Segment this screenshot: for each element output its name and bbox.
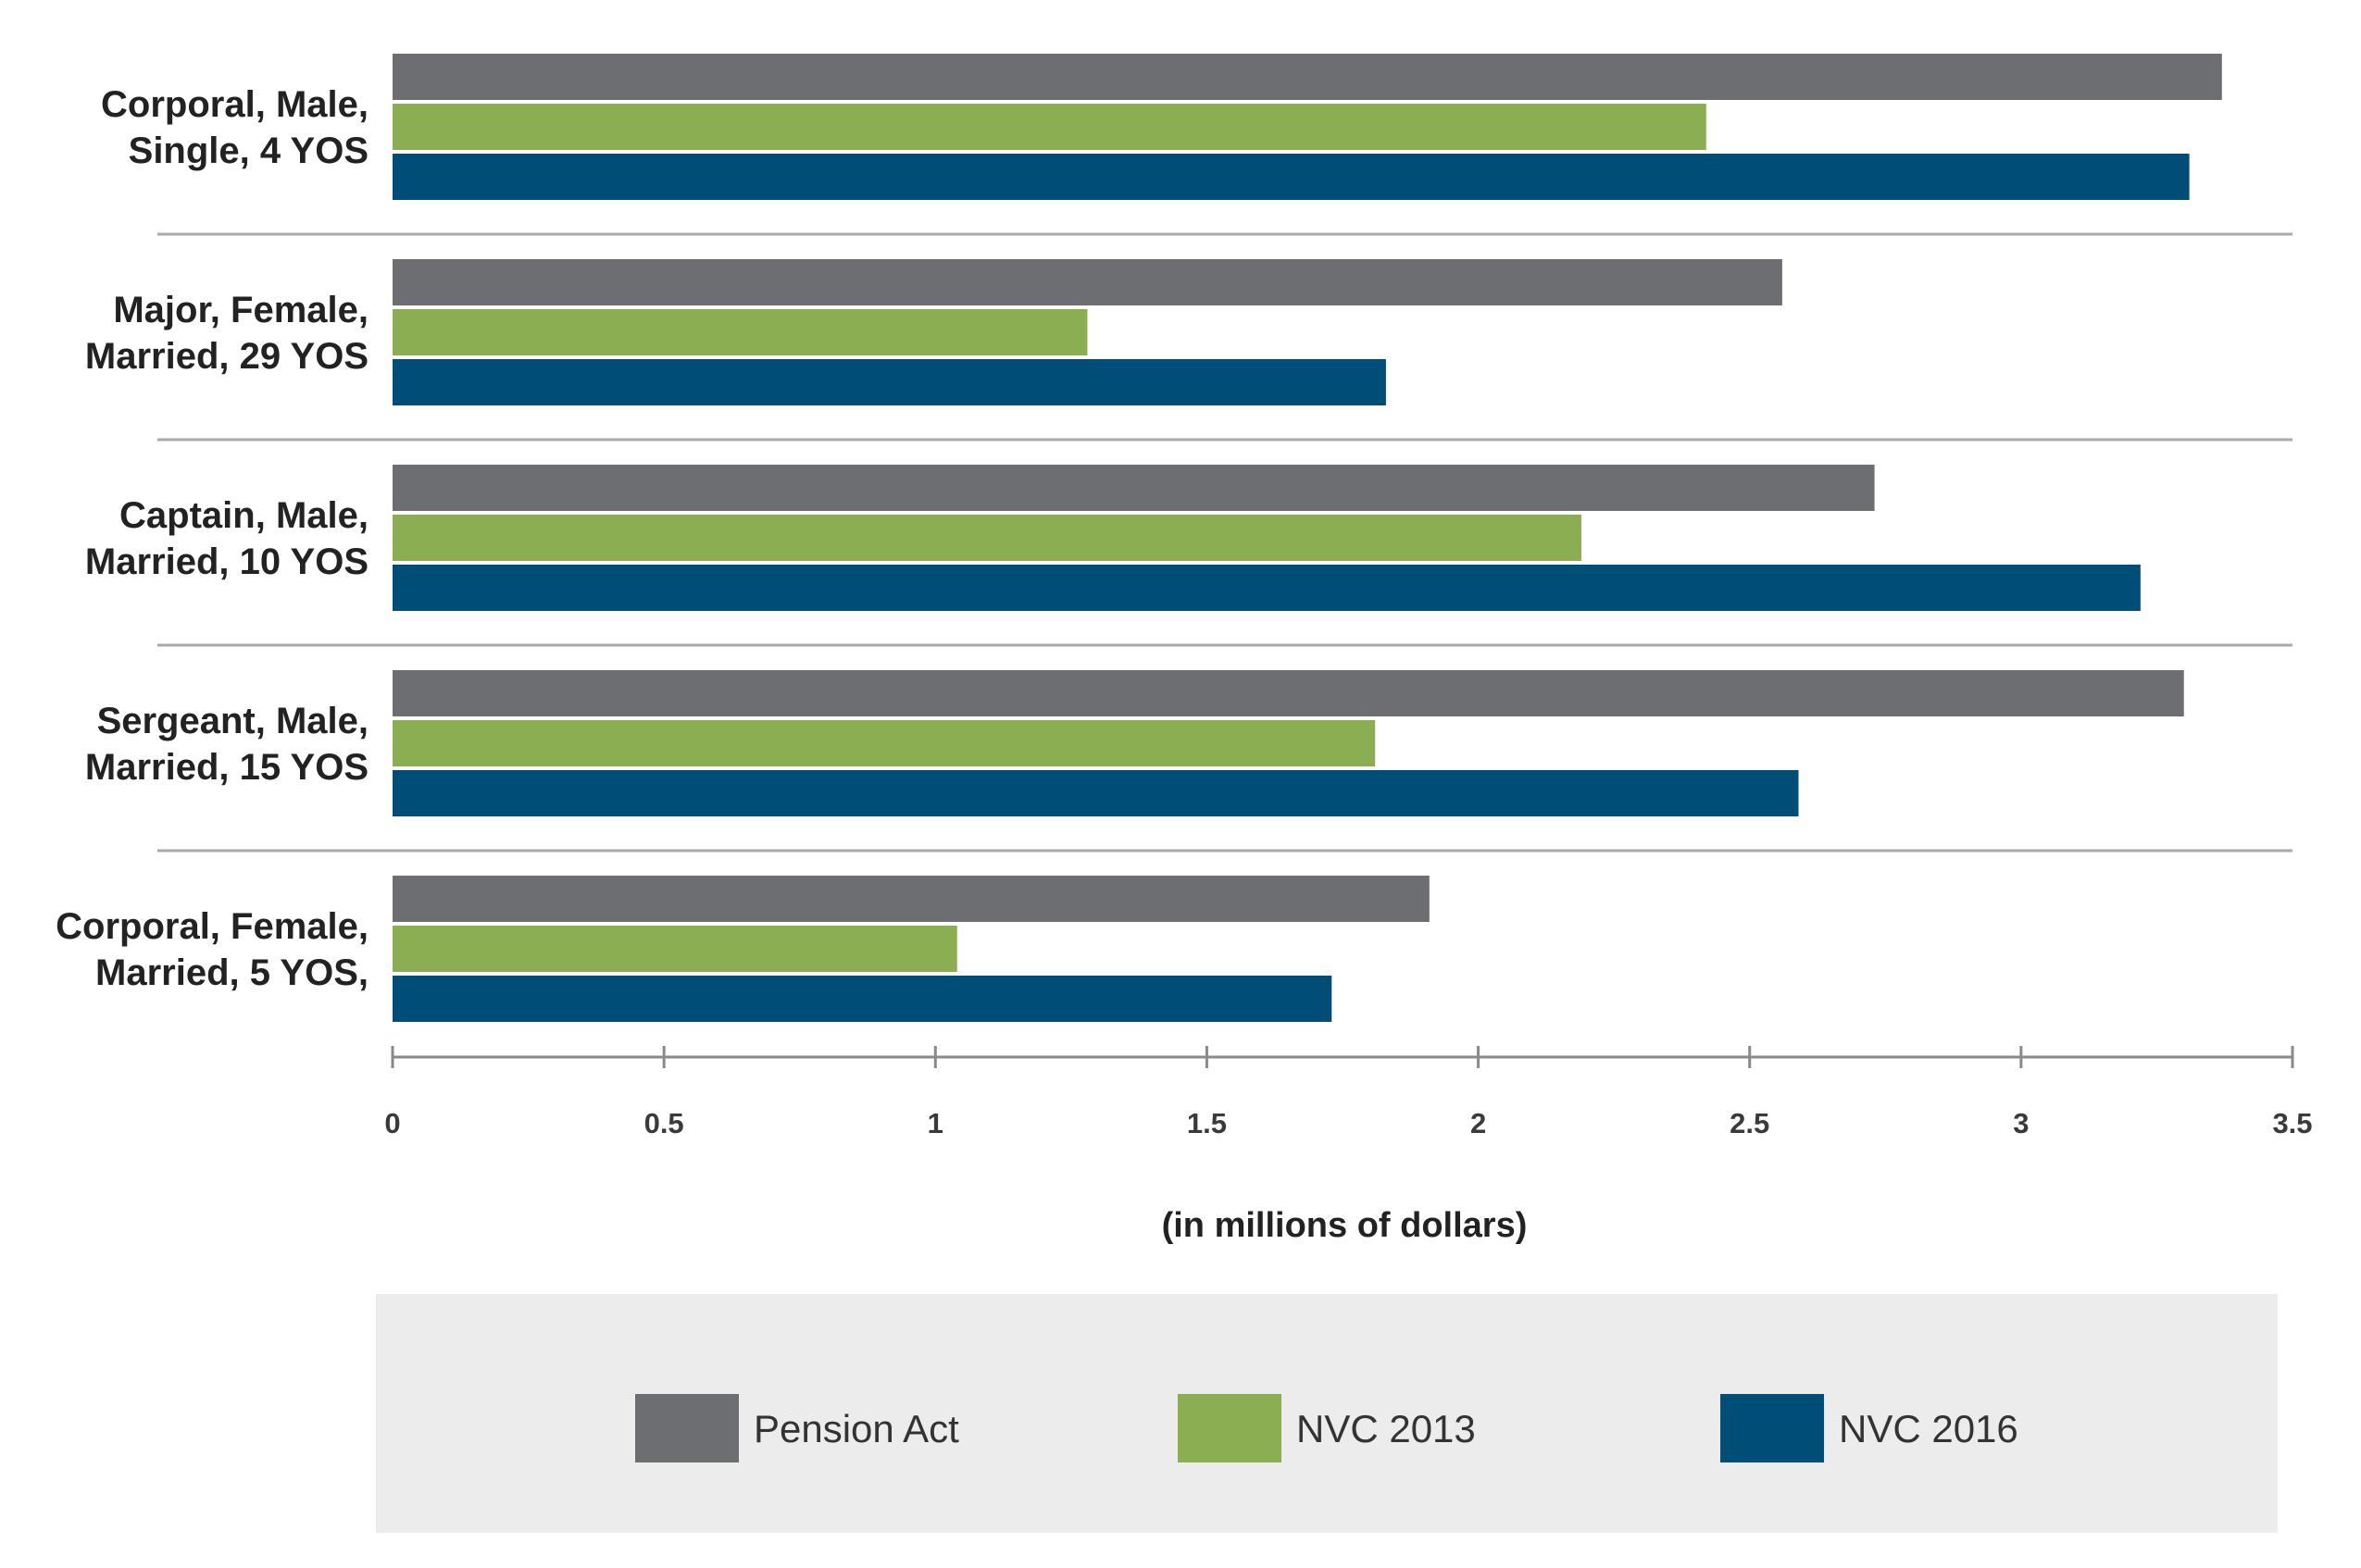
- bar-nvc-2016: [393, 359, 1386, 405]
- bar-nvc-2013: [393, 104, 1706, 150]
- x-tick-label: 3: [2013, 1107, 2029, 1139]
- bar-pension-act: [393, 54, 2222, 100]
- x-tick-label: 1.5: [1187, 1107, 1227, 1139]
- legend-swatch: [635, 1394, 739, 1462]
- bar-pension-act: [393, 259, 1782, 305]
- x-tick-label: 3.5: [2272, 1107, 2312, 1139]
- x-tick-label: 0.5: [644, 1107, 684, 1139]
- bar-nvc-2016: [393, 154, 2190, 200]
- bar-nvc-2016: [393, 976, 1332, 1022]
- category-label: Married, 5 YOS,: [95, 952, 369, 993]
- x-tick-label: 2: [1470, 1107, 1486, 1139]
- x-axis-title: (in millions of dollars): [1162, 1206, 1528, 1245]
- x-tick-label: 1: [928, 1107, 943, 1139]
- category-label: Single, 4 YOS: [129, 131, 369, 171]
- legend-label: NVC 2016: [1839, 1407, 2018, 1450]
- legend-swatch: [1178, 1394, 1281, 1462]
- category-label: Major, Female,: [113, 290, 369, 330]
- bar-nvc-2013: [393, 515, 1581, 561]
- bar-pension-act: [393, 465, 1875, 511]
- legend: Pension Act NVC 2013 NVC 2016: [376, 1294, 2278, 1533]
- x-tick-label: 2.5: [1730, 1107, 1769, 1139]
- category-label: Corporal, Female,: [56, 906, 369, 947]
- category-label: Sergeant, Male,: [97, 701, 369, 741]
- legend-swatch: [1720, 1394, 1824, 1462]
- bar-nvc-2016: [393, 565, 2141, 611]
- category-separators: [157, 232, 2292, 852]
- bar-pension-act: [393, 670, 2184, 716]
- category-label: Captain, Male,: [119, 495, 369, 536]
- legend-label: Pension Act: [754, 1407, 959, 1450]
- category-labels: Corporal, Male, Single, 4 YOS Major, Femal…: [56, 84, 369, 993]
- category-label: Married, 15 YOS: [85, 747, 369, 788]
- bar-pension-act: [393, 876, 1430, 922]
- bar-nvc-2013: [393, 309, 1088, 355]
- category-label: Married, 10 YOS: [85, 541, 369, 582]
- category-label: Married, 29 YOS: [85, 336, 369, 377]
- legend-label: NVC 2013: [1296, 1407, 1476, 1450]
- bar-nvc-2013: [393, 926, 957, 972]
- bars-group: [393, 54, 2222, 1022]
- category-label: Corporal, Male,: [101, 84, 369, 125]
- bar-nvc-2016: [393, 770, 1799, 816]
- x-axis: 0 0.5 1 1.5 2 2.5 3 3.5: [384, 1046, 2313, 1139]
- bar-nvc-2013: [393, 720, 1376, 766]
- x-tick-label: 0: [384, 1107, 400, 1139]
